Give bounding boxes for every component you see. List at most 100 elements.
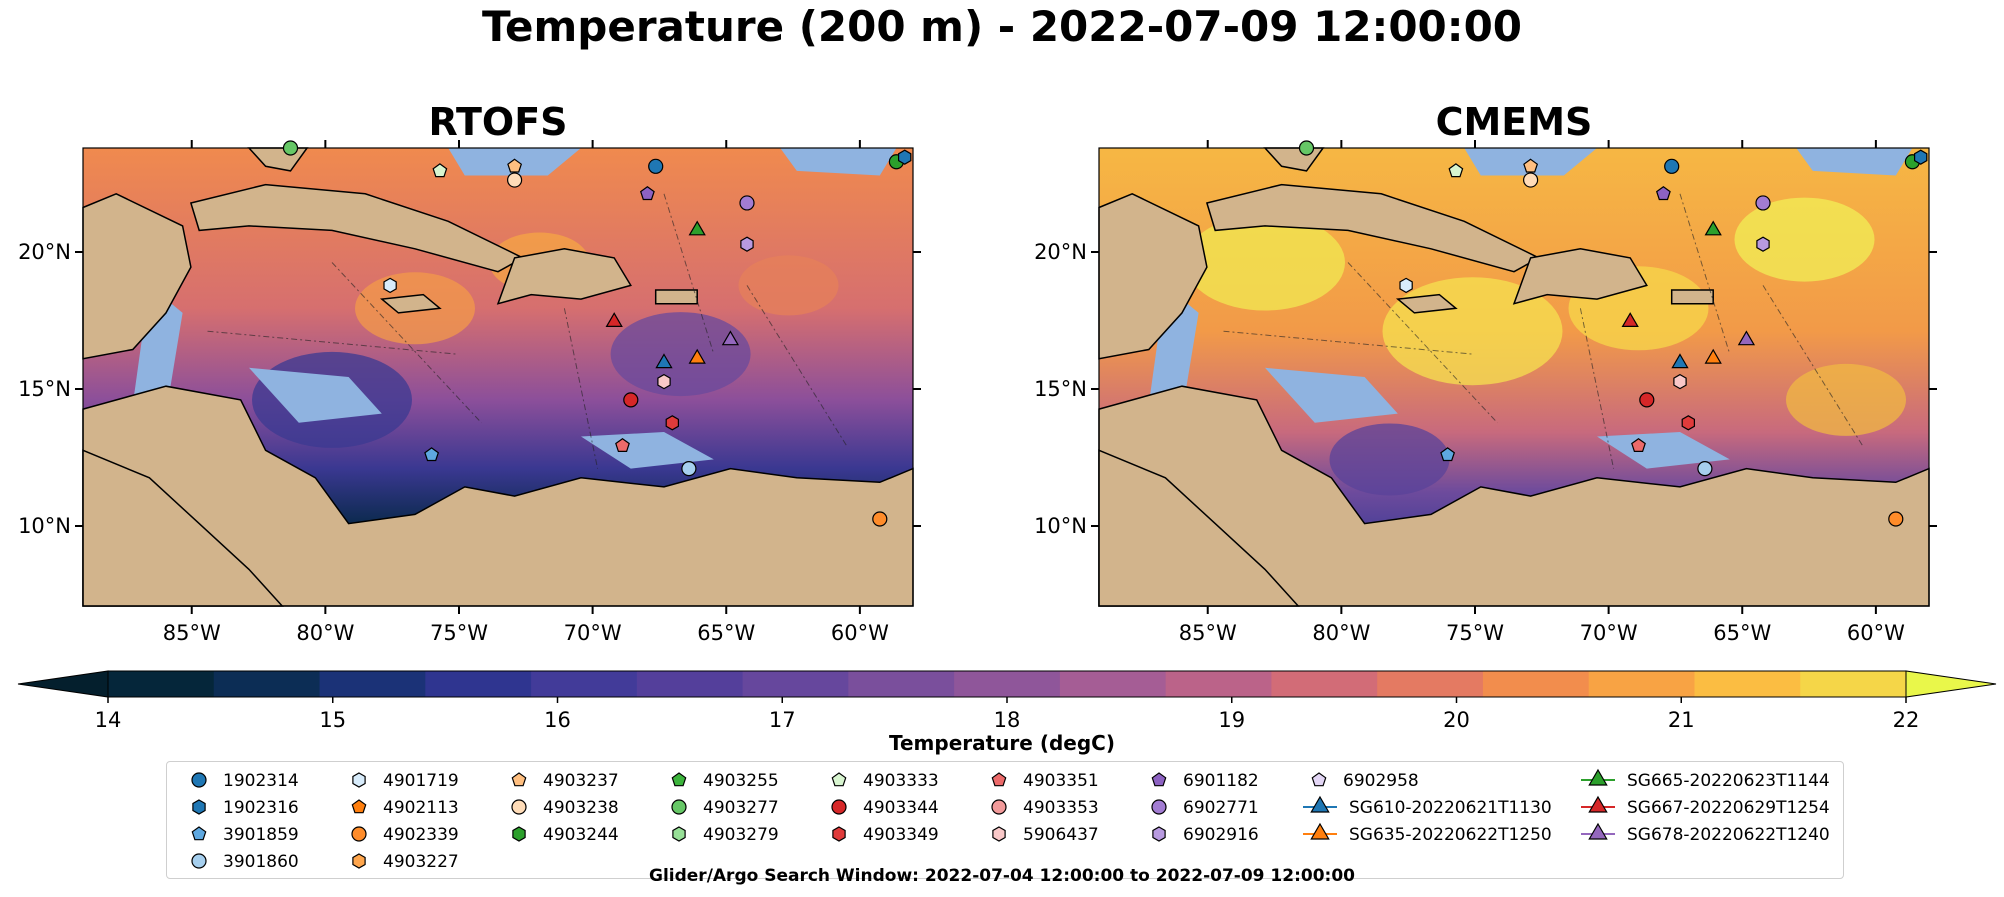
legend-entry: 4902339 [351,825,459,845]
temperature-anomaly [1329,423,1450,496]
legend-entry: 4903237 [511,771,619,791]
colorbar-segment [1694,671,1801,697]
colorbar-segment [425,671,532,697]
observation-marker [1631,437,1646,452]
x-tick-label: 60°W [1847,621,1905,645]
map-panel-cmems: 20°N 15°N 10°N 85°W 80°W 75°W 70°W 65°W 60°W [1034,140,1937,645]
observation-marker [1737,330,1756,346]
land-puertorico [654,289,698,305]
colorbar-segment [848,671,955,697]
observation-marker [1523,158,1539,173]
observation-marker [506,172,523,188]
legend-label: 6902958 [1343,771,1419,791]
legend-entry: 6902958 [1311,771,1419,791]
colorbar-segment [108,671,215,697]
observation-marker [648,158,664,174]
legend-entry: 4903238 [511,798,619,818]
legend-marker [992,826,1006,842]
colorbar-tick-label: 22 [1893,708,1920,732]
observation-marker [1756,236,1770,252]
colorbar-extend-low [17,670,109,698]
legend-entry: 4903349 [832,825,939,845]
legend-label: 4903344 [863,798,939,818]
legend-marker [1152,826,1166,842]
legend-marker [352,772,366,788]
legend-marker [1310,822,1330,840]
legend-entry: 1902314 [191,771,299,791]
temperature-anomaly [1786,363,1906,436]
observation-marker [657,373,671,390]
legend-marker [671,799,687,815]
legend-marker [511,772,527,787]
legend-entry: SG635-20220622T1250 [1303,822,1552,845]
observation-marker [1697,461,1713,477]
legend-marker [1588,768,1608,786]
y-tick-label: 20°N [1034,240,1087,264]
observation-marker [681,461,697,477]
legend-entry: 3901860 [191,852,299,872]
land-jamaica [1395,293,1458,314]
temperature-anomaly [738,255,839,316]
legend-marker [1588,822,1608,840]
observation-marker [623,392,639,408]
x-tick-label: 80°W [1312,621,1370,645]
legend-label: 4902339 [383,825,459,845]
legend-entry: 4903279 [672,825,779,845]
observation-marker [655,353,673,369]
y-tick-label: 15°N [18,377,71,401]
colorbar-tick-label: 16 [544,708,571,732]
legend-label: SG610-20220621T1130 [1349,798,1552,818]
legend-marker [1151,772,1167,787]
map-frame [82,147,914,607]
observation-marker [1639,392,1655,408]
observation-marker [721,330,740,346]
shelf-area [249,367,382,423]
colorbar-tick-label: 18 [994,708,1021,732]
observation-marker [1664,158,1680,174]
legend-marker [352,853,366,869]
colorbar-segment [1588,671,1695,697]
legend-marker [351,826,367,842]
land-jamaica [379,293,442,314]
y-tick-label: 10°N [18,514,71,538]
observation-marker [665,415,680,431]
legend-entry: 6901182 [1151,771,1259,791]
legend-label: SG635-20220622T1250 [1349,825,1552,845]
eez-boundary [746,285,848,446]
legend-label: 4903279 [703,825,779,845]
legend-entry: SG678-20220622T1240 [1581,822,1830,845]
search-window-note: Glider/Argo Search Window: 2022-07-04 12… [649,866,1355,886]
legend-label: SG665-20220623T1144 [1627,771,1830,791]
legend-entry: 3901859 [191,825,299,845]
colorbar-extend-high [1905,670,1997,698]
eez-boundary [331,262,482,424]
legend-label: 4903277 [703,798,779,818]
land-cuba [1205,183,1541,273]
observation-marker [688,348,706,364]
legend-entry: 4901719 [352,771,459,791]
x-tick-label: 75°W [430,621,488,645]
legend-entry: 4903244 [512,825,619,845]
legend-label: 4903353 [1023,798,1099,818]
legend-marker [192,799,206,815]
legend-label: 4903255 [703,771,779,791]
legend-label: 4903333 [863,771,939,791]
legend-label: 4902113 [383,798,459,818]
legend-entry: SG667-20220629T1254 [1581,795,1830,818]
land-yucatan [1098,192,1208,360]
legend-entry: 6902771 [1151,798,1259,818]
shelf-area [1796,148,1913,176]
observation-marker [740,236,754,252]
legend-marker [672,826,686,842]
legend-label: 1902314 [223,771,299,791]
colorbar-tick-label: 21 [1668,708,1695,732]
eez-boundary [1347,262,1498,424]
colorbar-segment [319,671,426,697]
observation-marker [1913,149,1928,165]
legend-marker [512,826,526,842]
legend-marker [1311,772,1327,787]
x-tick-label: 80°W [296,621,354,645]
x-tick-label: 65°W [697,621,755,645]
legend-entry: 4903255 [671,771,779,791]
legend-marker [831,799,847,815]
